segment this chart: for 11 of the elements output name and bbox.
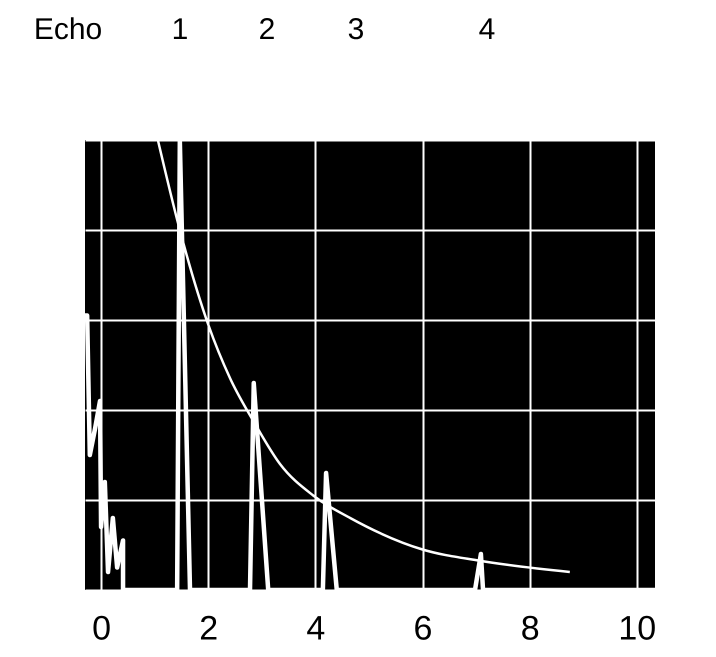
text: 3 <box>348 13 364 46</box>
text: 1 <box>172 13 188 46</box>
x-tick-label: 4 <box>306 610 326 648</box>
text: 4 <box>478 13 496 46</box>
x-tick-label: 0 <box>92 610 112 648</box>
text: 2 <box>258 13 276 46</box>
text: Echo <box>34 13 102 46</box>
x-tick-label: 10 <box>618 610 656 648</box>
x-tick-label: 6 <box>414 610 432 648</box>
x-tick-label: 8 <box>520 610 540 648</box>
x-tick-label: 2 <box>199 610 218 648</box>
